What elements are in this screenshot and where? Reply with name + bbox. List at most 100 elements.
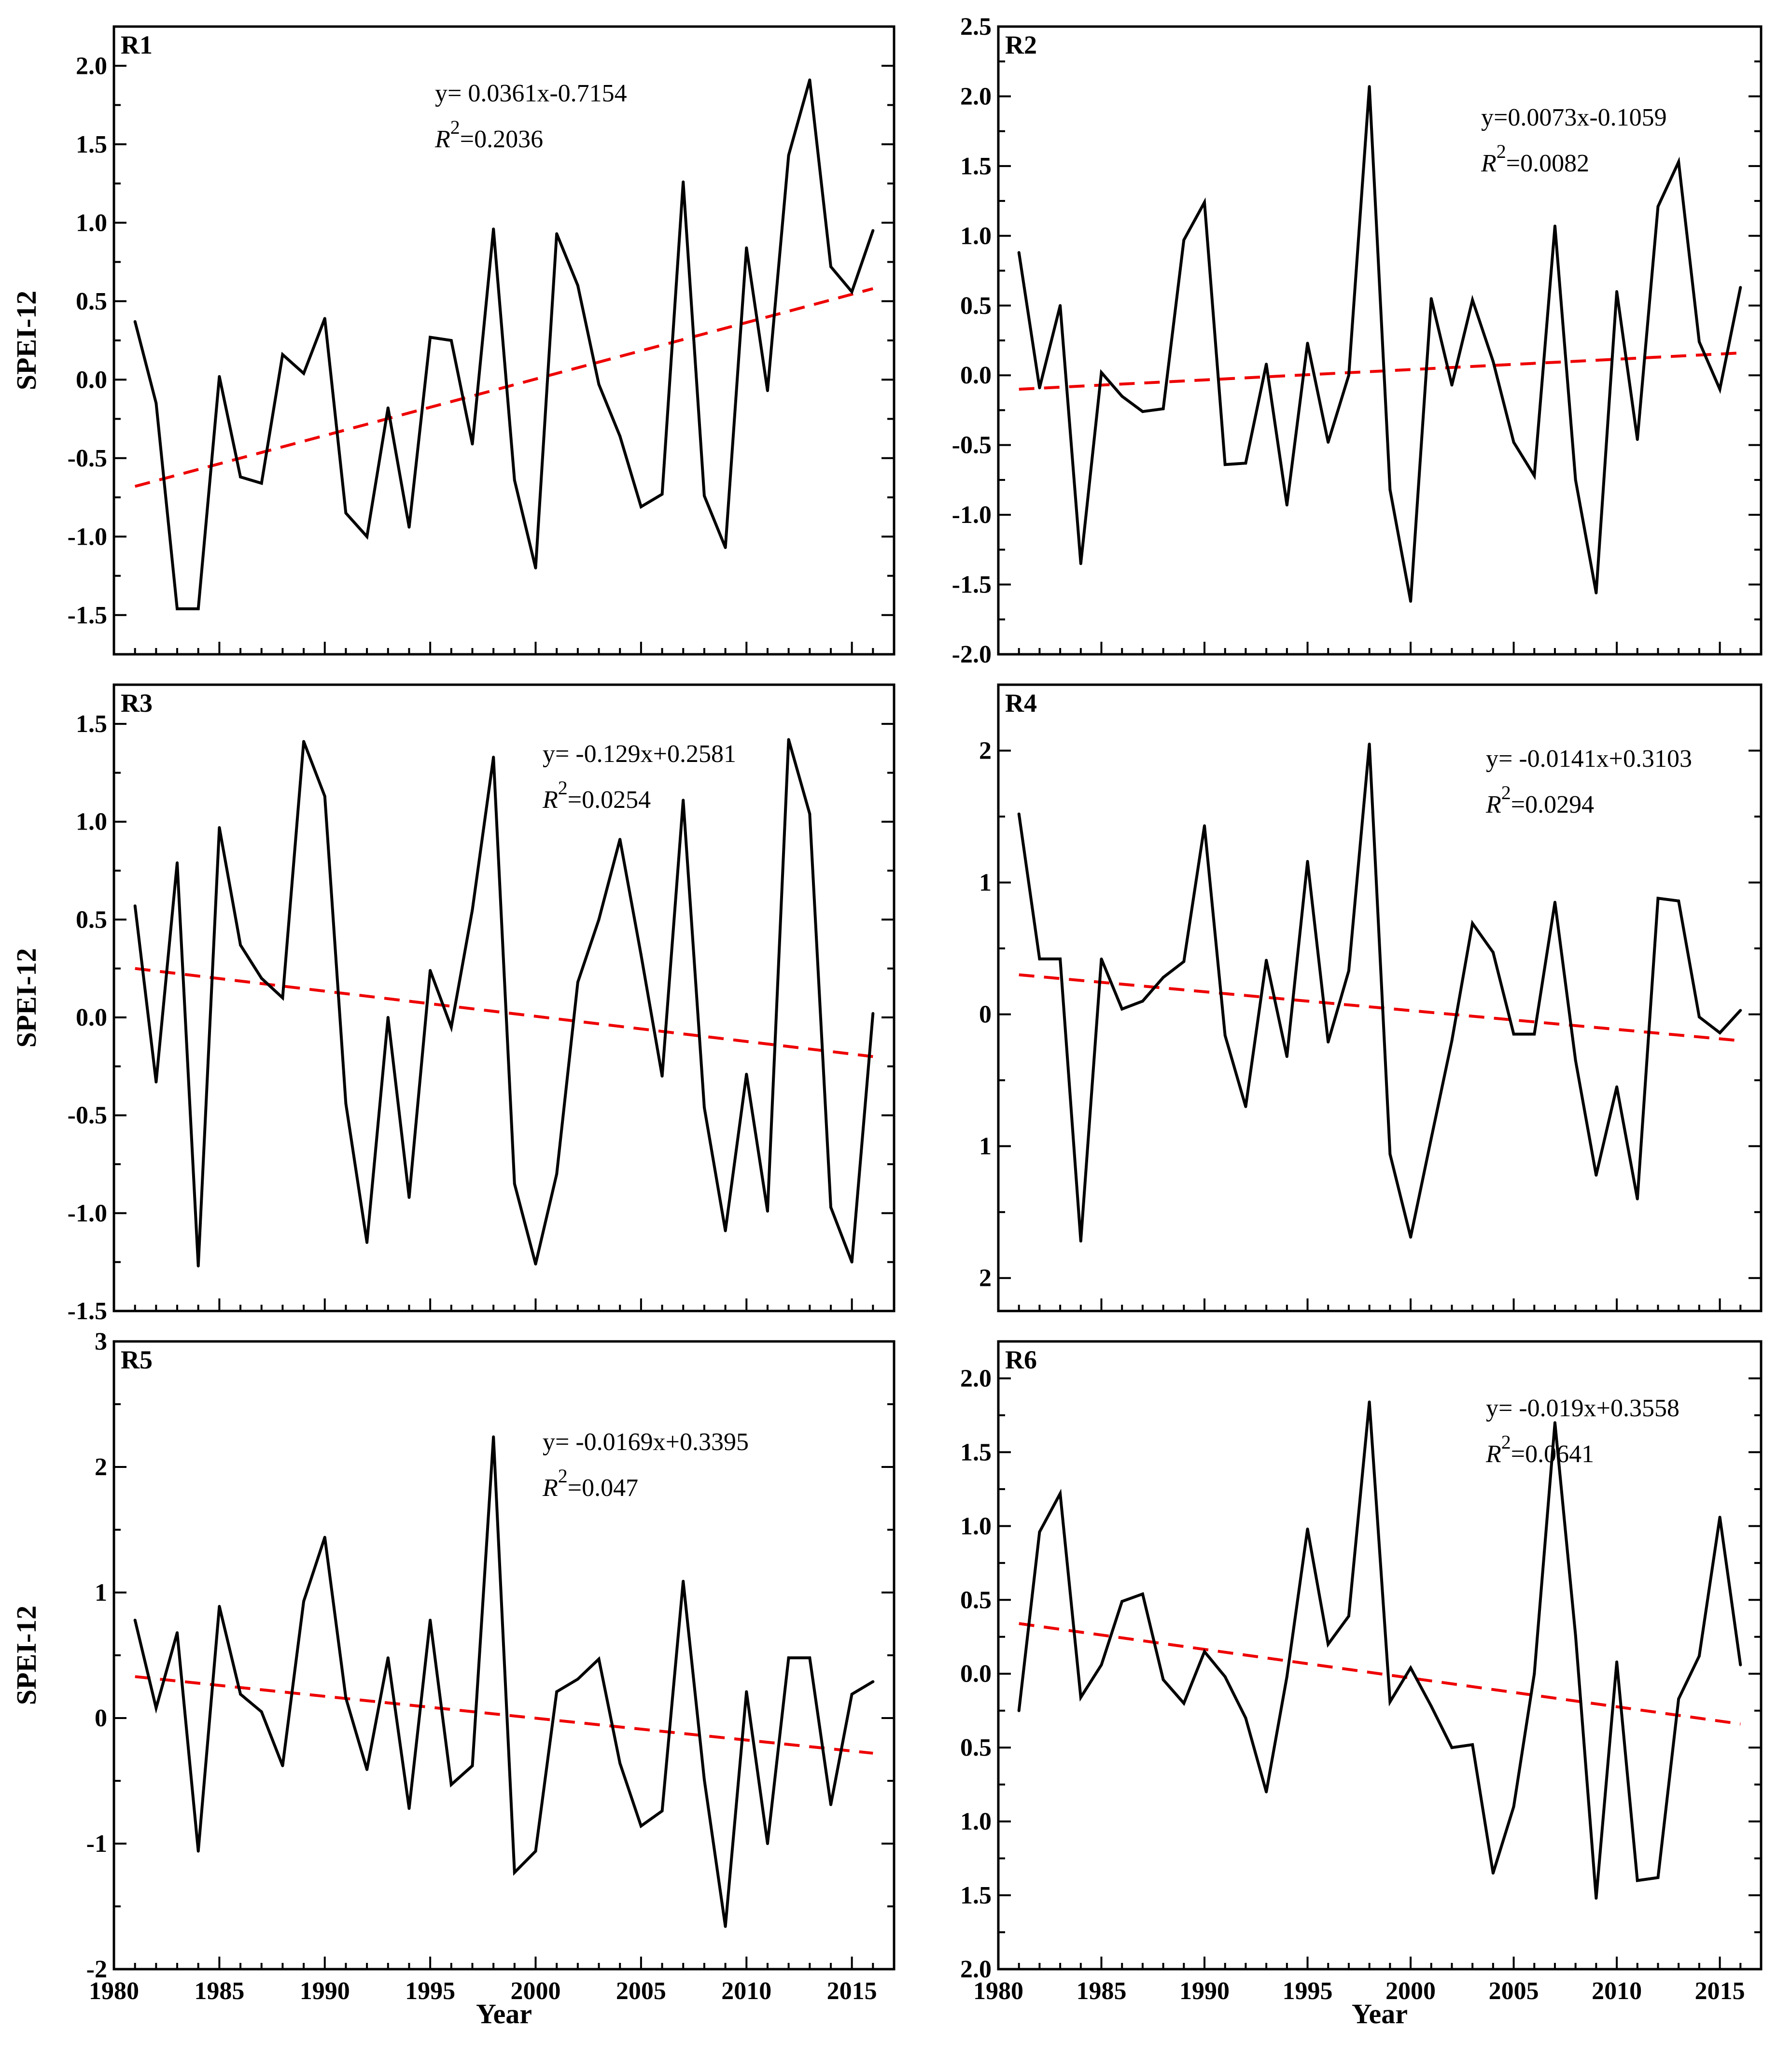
data-point — [1739, 1663, 1742, 1666]
data-point — [1656, 205, 1660, 208]
data-point — [639, 953, 643, 957]
x-tick-label: 2000 — [511, 1977, 561, 2005]
y-tick-label: 0.0 — [76, 366, 107, 394]
data-point — [471, 442, 474, 446]
data-point — [787, 1656, 790, 1660]
data-point — [1656, 897, 1660, 900]
data-point — [1100, 371, 1103, 374]
data-point — [176, 607, 179, 610]
data-point — [1450, 383, 1454, 387]
data-point — [576, 1677, 579, 1681]
data-point — [745, 1690, 748, 1693]
y-tick-label: 1 — [979, 869, 992, 897]
spei-series-line — [133, 79, 875, 610]
data-point — [260, 976, 263, 980]
data-point — [344, 511, 348, 515]
data-point — [1636, 1879, 1639, 1882]
panel-r2: -2.0 -1.5 -1.0 -0.5 0.0 0.5 1.0 1.5 2.0 2.5 R2 y=0.… — [952, 13, 1763, 668]
data-point — [702, 1778, 706, 1781]
x-tick-label: 2010 — [721, 1977, 771, 2005]
data-point — [808, 812, 812, 816]
y-tick-label: -1.0 — [68, 1199, 107, 1227]
x-tick-label: 2005 — [1489, 1977, 1539, 2005]
data-point — [1203, 824, 1206, 828]
r-squared-value: =0.0641 — [1511, 1440, 1594, 1468]
x-tick-label: 1985 — [194, 1977, 244, 2005]
data-point — [1533, 1032, 1536, 1036]
y-tick-label: 1.0 — [960, 222, 992, 250]
y-tick-label: -1.5 — [68, 602, 107, 629]
data-point — [1265, 958, 1268, 962]
data-point — [365, 535, 369, 538]
y-tick-label: 0.5 — [76, 906, 107, 933]
data-point — [196, 1849, 200, 1853]
r-squared-exponent: 2 — [558, 777, 568, 799]
data-point — [323, 795, 326, 798]
data-point — [1739, 286, 1742, 289]
data-point — [597, 383, 601, 386]
y-tick-label: 0.5 — [960, 1734, 992, 1762]
panel-label: R2 — [1005, 30, 1037, 59]
data-point — [1595, 1173, 1598, 1177]
r-squared-exponent: 2 — [1497, 141, 1506, 162]
x-tick-label: 2015 — [827, 1977, 877, 2005]
spei-series-line — [1017, 86, 1742, 602]
data-point — [513, 479, 516, 482]
data-point — [302, 1600, 306, 1603]
data-point — [1677, 899, 1680, 902]
data-point — [239, 1692, 242, 1696]
y-axis-title: SPEI-12 — [11, 291, 42, 390]
data-point — [176, 861, 179, 864]
data-point — [1347, 374, 1350, 377]
x-tick-label: 1990 — [300, 1977, 350, 2005]
r-squared: R2=0.047 — [542, 1465, 638, 1502]
y-tick-label: 0 — [95, 1705, 107, 1732]
r-squared-value: =0.0082 — [1506, 150, 1589, 177]
data-point — [724, 546, 727, 549]
data-point — [1327, 1643, 1330, 1646]
data-point — [1161, 1678, 1165, 1681]
data-point — [1203, 201, 1206, 204]
data-point — [260, 1710, 263, 1713]
data-point — [829, 1206, 832, 1209]
data-point — [1491, 1872, 1495, 1875]
data-point — [1223, 463, 1227, 466]
data-point — [1327, 1040, 1330, 1043]
x-tick-label: 1980 — [89, 1977, 139, 2005]
data-point — [429, 1619, 432, 1622]
data-point — [1059, 957, 1062, 960]
data-point — [702, 494, 706, 497]
data-point — [1574, 478, 1577, 481]
y-tick-label: 0.5 — [76, 288, 107, 315]
data-point — [154, 1706, 158, 1710]
data-point — [1533, 474, 1536, 478]
data-point — [1718, 1516, 1721, 1519]
y-tick-label: -1.5 — [68, 1297, 107, 1325]
y-tick-label: -0.5 — [68, 1102, 107, 1129]
r-squared-value: =0.047 — [568, 1474, 638, 1502]
r-squared-value: =0.2036 — [460, 126, 543, 153]
data-point — [576, 284, 579, 287]
data-point — [808, 78, 812, 82]
data-point — [429, 336, 432, 339]
data-point — [1038, 957, 1041, 960]
r-squared-symbol: R — [542, 1474, 558, 1502]
y-tick-label: -0.5 — [952, 432, 992, 459]
data-point — [639, 505, 643, 508]
spei-series-line — [133, 1437, 874, 1927]
data-point — [1677, 1697, 1680, 1701]
panel-label: R5 — [121, 1345, 153, 1374]
data-point — [1223, 1675, 1227, 1678]
data-point — [1595, 591, 1598, 594]
data-point — [850, 1692, 854, 1696]
data-point — [323, 1536, 326, 1539]
data-point — [1471, 922, 1474, 925]
data-point — [660, 493, 664, 496]
data-point — [1182, 1702, 1186, 1705]
y-tick-label: -1.0 — [952, 501, 992, 529]
data-point — [1409, 1666, 1413, 1669]
panel-label: R4 — [1005, 689, 1037, 718]
data-point — [1656, 1876, 1660, 1879]
trend-line — [134, 287, 874, 488]
